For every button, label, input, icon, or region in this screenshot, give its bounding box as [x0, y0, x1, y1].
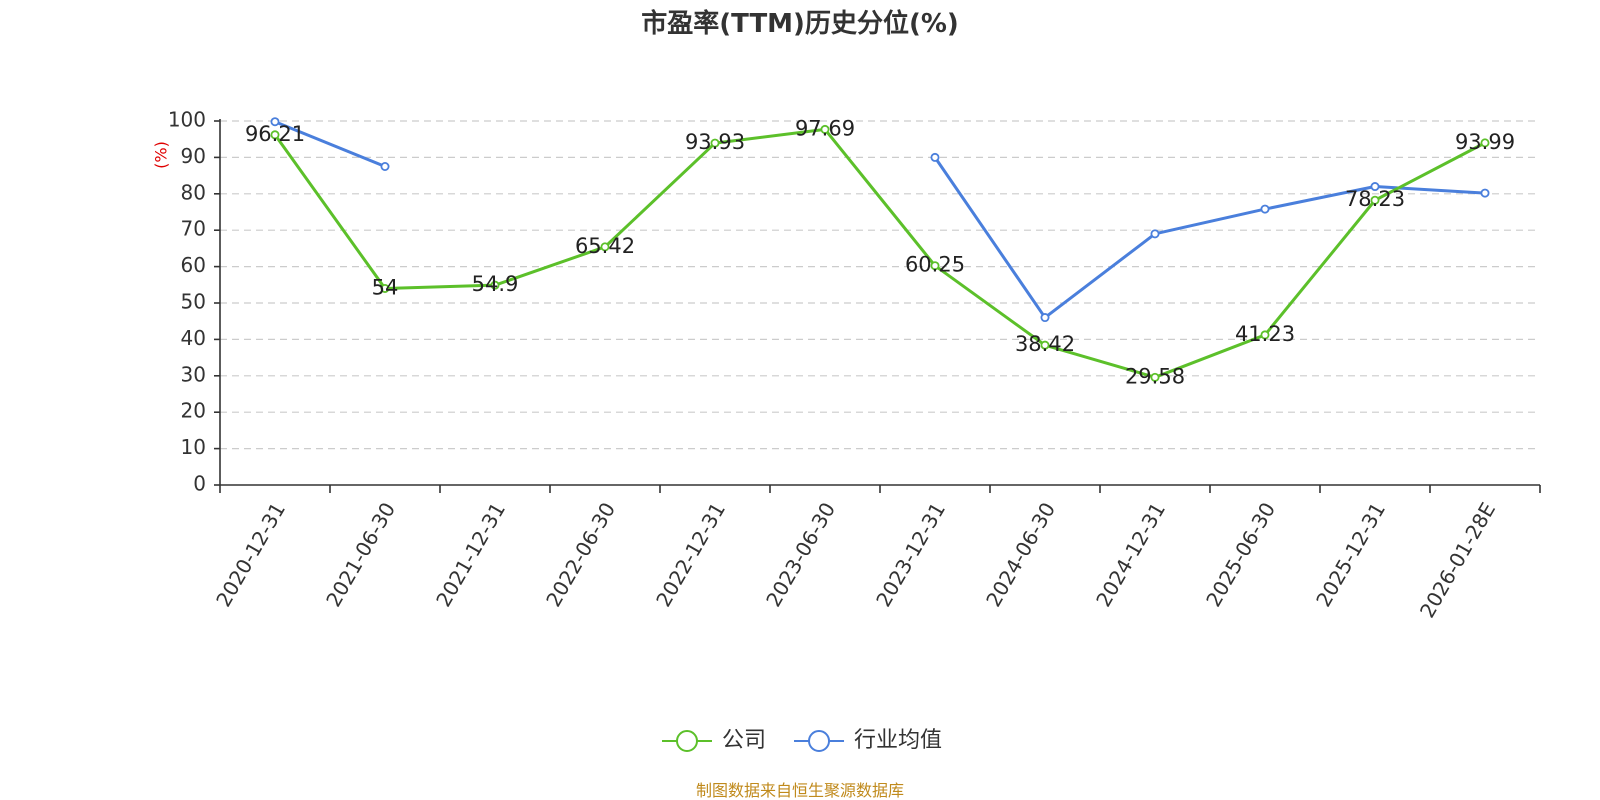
data-point[interactable]	[1480, 138, 1490, 148]
x-tick-label: 2021-06-30	[321, 498, 400, 611]
data-label: 96.21	[245, 122, 305, 146]
data-label: 78.23	[1345, 187, 1405, 211]
data-label: 65.42	[575, 234, 635, 258]
x-tick-label: 2023-06-30	[761, 498, 840, 611]
x-tick-label: 2020-12-31	[211, 498, 290, 611]
data-point[interactable]	[820, 124, 830, 134]
series-line	[933, 156, 1486, 320]
x-tick-label: 2022-06-30	[541, 498, 620, 611]
grid-lines	[220, 120, 1540, 450]
data-point[interactable]	[1370, 182, 1380, 192]
series-line	[273, 127, 1486, 379]
x-tick-label: 2025-06-30	[1201, 498, 1280, 611]
data-point[interactable]	[1370, 195, 1380, 205]
x-tick-label: 2025-12-31	[1311, 498, 1390, 611]
data-point[interactable]	[1260, 330, 1270, 340]
data-label: 38.42	[1015, 332, 1075, 356]
x-tick-label: 2021-12-31	[431, 498, 510, 611]
data-point[interactable]	[710, 138, 720, 148]
data-point[interactable]	[270, 117, 280, 127]
data-point[interactable]	[930, 261, 940, 271]
y-tick-label: 100	[168, 108, 206, 132]
data-label: 54.9	[472, 272, 519, 296]
legend-marker[interactable]	[676, 730, 698, 752]
data-label: 93.93	[685, 130, 745, 154]
y-tick-label: 20	[181, 399, 206, 423]
x-tick-label: 2026-01-28E	[1415, 498, 1500, 622]
y-tick-label: 60	[181, 253, 206, 277]
x-tick-label: 2022-12-31	[651, 498, 730, 611]
data-point[interactable]	[1150, 229, 1160, 239]
y-axis-unit-label: (%)	[152, 141, 171, 169]
data-point[interactable]	[930, 152, 940, 162]
x-tick-label: 2024-06-30	[981, 498, 1060, 611]
legend[interactable]: 公司 行业均值	[662, 728, 942, 753]
data-point[interactable]	[270, 130, 280, 140]
y-tick-label: 10	[181, 435, 206, 459]
data-point[interactable]	[1040, 313, 1050, 323]
y-tick-label: 0	[193, 472, 206, 496]
data-point[interactable]	[1480, 188, 1490, 198]
source-note: 制图数据来自恒生聚源数据库	[696, 781, 904, 800]
series-points	[270, 117, 1490, 382]
data-labels: 96.21 54 54.9 65.42 93.93 97.69 60.25 38.42 29.5…	[245, 116, 1515, 388]
legend-label[interactable]: 行业均值	[854, 728, 942, 753]
data-label: 97.69	[795, 116, 855, 140]
chart-title: 市盈率(TTM)历史分位(%)	[641, 8, 959, 39]
axes: 0 10 20 30 40 50 60 70 80 90 100 2020-12-31 2021-06-…	[168, 108, 1541, 622]
legend-marker[interactable]	[808, 730, 831, 752]
data-label: 93.99	[1455, 130, 1515, 154]
data-point[interactable]	[1040, 340, 1050, 350]
y-tick-label: 90	[181, 144, 206, 168]
data-point[interactable]	[380, 161, 390, 171]
data-label: 41.23	[1235, 322, 1295, 346]
data-point[interactable]	[490, 280, 500, 290]
series-lines	[273, 120, 1486, 379]
data-point[interactable]	[600, 242, 610, 252]
x-tick-label: 2023-12-31	[871, 498, 950, 611]
y-tick-label: 80	[181, 180, 206, 204]
y-tick-label: 70	[181, 217, 206, 241]
data-label: 29.58	[1125, 364, 1185, 388]
legend-label[interactable]: 公司	[722, 728, 766, 753]
series-line	[274, 120, 386, 168]
data-label: 54	[372, 275, 399, 299]
data-point[interactable]	[1260, 204, 1270, 214]
data-point[interactable]	[1150, 372, 1160, 382]
y-tick-label: 50	[181, 290, 206, 314]
y-tick-label: 30	[181, 362, 206, 386]
data-point[interactable]	[380, 283, 390, 293]
x-tick-label: 2024-12-31	[1091, 498, 1170, 611]
y-tick-label: 40	[181, 326, 206, 350]
data-label: 60.25	[905, 253, 965, 277]
